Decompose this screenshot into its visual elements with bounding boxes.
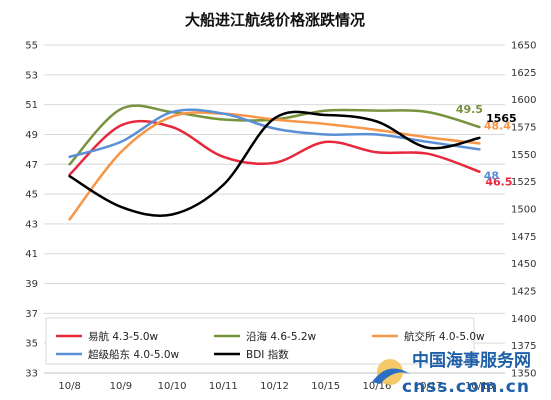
left-y-tick-label: 49: [25, 130, 38, 141]
x-tick-label: 10/18: [465, 381, 494, 392]
right-y-tick-label: 1650: [511, 41, 536, 52]
right-y-tick-label: 1525: [511, 177, 536, 188]
series-line: [68, 110, 481, 217]
right-y-tick-label: 1500: [511, 205, 536, 216]
right-y-axis-ticks: 1650 1625 1600 1575 1550 1525 1500 1475 1450 1425…: [511, 41, 536, 380]
right-y-tick-label: 1350: [511, 369, 536, 380]
right-y-tick-label: 1550: [511, 150, 536, 161]
x-tick-label: 10/12: [260, 381, 289, 392]
series-end-label: 46.5: [485, 176, 512, 189]
left-y-tick-label: 45: [25, 190, 38, 201]
left-y-tick-label: 51: [25, 100, 38, 111]
left-y-tick-label: 47: [25, 160, 38, 171]
x-tick-label: 10/10: [158, 381, 187, 392]
right-y-tick-label: 1475: [511, 232, 536, 243]
x-tick-label: 10/8: [58, 381, 80, 392]
series-end-label: 48.4: [484, 119, 511, 132]
left-y-tick-label: 43: [25, 219, 38, 230]
chart-title: 大船进江航线价格涨跌情况: [185, 11, 365, 29]
end-value-labels: 46.5 49.548.4 48 1565: [456, 103, 517, 189]
x-axis-ticks: 10/8 10/9 10/10 10/11 10/12 10/15 10/16 10/17 10…: [58, 381, 493, 392]
series-line: [68, 108, 481, 159]
legend-label: 航交所 4.0-5.0w: [404, 330, 485, 343]
legend: 易航 4.3-5.0w 沿海 4.6-5.2w 航交所 4.0-5.0w 超级船东 4…: [45, 317, 485, 365]
legend-label: BDI 指数: [246, 348, 289, 361]
x-tick-label: 10/11: [209, 381, 238, 392]
left-y-tick-label: 37: [25, 309, 38, 320]
right-y-tick-label: 1625: [511, 68, 536, 79]
right-y-tick-label: 1600: [511, 95, 536, 106]
legend-label: 沿海 4.6-5.2w: [246, 330, 317, 343]
series-lines: [68, 104, 481, 221]
left-y-tick-label: 33: [25, 369, 38, 380]
x-tick-label: 10/15: [311, 381, 340, 392]
right-y-tick-label: 1400: [511, 314, 536, 325]
series-line: [68, 119, 481, 176]
right-y-tick-label: 1450: [511, 259, 536, 270]
legend-label: 易航 4.3-5.0w: [88, 330, 159, 343]
right-y-tick-label: 1575: [511, 123, 536, 134]
watermark-text-url: cnss.com.cn: [402, 377, 530, 397]
series-end-label: 49.5: [456, 103, 483, 116]
x-tick-label: 10/16: [363, 381, 392, 392]
series-end-label: 48: [484, 169, 499, 182]
watermark-text-cn: 中国海事服务网: [412, 350, 531, 371]
series-end-label: 1565: [486, 112, 517, 125]
right-y-tick-label: 1375: [511, 341, 536, 352]
left-y-axis-ticks: 55 53 51 49 47 45 43 41 39 37 35 33: [25, 41, 38, 380]
left-y-tick-label: 35: [25, 339, 38, 350]
left-y-tick-label: 53: [25, 70, 38, 81]
x-tick-label: 10/17: [414, 381, 443, 392]
left-y-tick-label: 55: [25, 41, 38, 52]
watermark-logo: 中国海事服务网 cnss.com.cn: [372, 350, 531, 397]
left-y-tick-label: 41: [25, 249, 38, 260]
left-y-tick-label: 39: [25, 279, 38, 290]
legend-label: 超级船东 4.0-5.0w: [88, 348, 180, 361]
right-y-tick-label: 1425: [511, 287, 536, 298]
x-tick-label: 10/9: [110, 381, 132, 392]
